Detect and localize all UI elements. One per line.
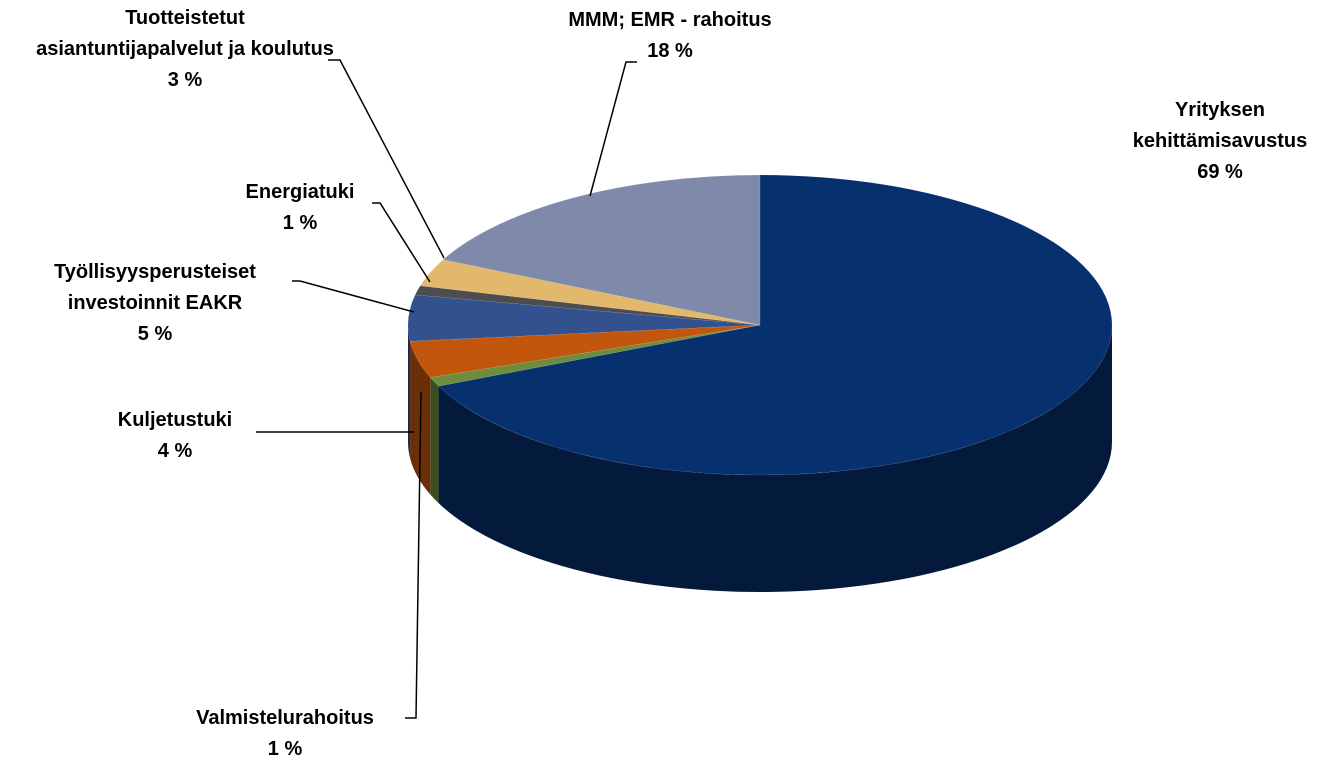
- value-label: 1 %: [267, 738, 303, 760]
- slice-label: Työllisyysperusteiset investoinnit EAKR 5…: [5, 257, 305, 350]
- leader-line: [405, 391, 422, 719]
- slice-side: [438, 325, 1112, 592]
- slice-label: Yrityksen kehittämisavustus 69 %: [1100, 95, 1334, 188]
- category-label: Tuotteistetut asiantuntijapalvelut ja ko…: [36, 7, 334, 60]
- value-label: 5 %: [137, 323, 173, 345]
- slice-label: Tuotteistetut asiantuntijapalvelut ja ko…: [30, 3, 340, 96]
- slice: [429, 324, 761, 387]
- slice: [409, 324, 761, 378]
- value-label: 18 %: [647, 40, 693, 62]
- slice-side: [408, 325, 411, 459]
- slice: [414, 285, 761, 326]
- slice: [407, 294, 761, 342]
- value-label: 4 %: [157, 440, 193, 462]
- category-label: Valmistelurahoitus: [196, 707, 374, 729]
- slice-label: MMM; EMR - rahoitus 18 %: [500, 5, 840, 67]
- leader-line: [589, 61, 637, 197]
- slice: [419, 259, 761, 326]
- leader-line: [292, 280, 415, 313]
- value-label: 69 %: [1197, 161, 1243, 183]
- leader-lines: [256, 59, 637, 719]
- category-label: Kuljetustuki: [117, 409, 233, 431]
- slice-label: Kuljetustuki 4 %: [70, 405, 280, 467]
- slice: [438, 174, 1113, 476]
- leader-line: [328, 59, 445, 259]
- slices: [407, 174, 1113, 592]
- slice: [442, 174, 761, 326]
- category-label: Työllisyysperusteiset investoinnit EAKR: [54, 261, 256, 314]
- leader-line: [372, 202, 431, 283]
- value-label: 3 %: [167, 69, 203, 91]
- value-label: 1 %: [282, 212, 318, 234]
- category-label: Energiatuki: [245, 181, 355, 203]
- slice-label: Valmistelurahoitus 1 %: [150, 703, 420, 765]
- category-label: Yrityksen kehittämisavustus: [1132, 99, 1308, 152]
- slice-label: Energiatuki 1 %: [210, 177, 390, 239]
- category-label: MMM; EMR - rahoitus: [568, 9, 772, 31]
- slice-side: [430, 377, 439, 504]
